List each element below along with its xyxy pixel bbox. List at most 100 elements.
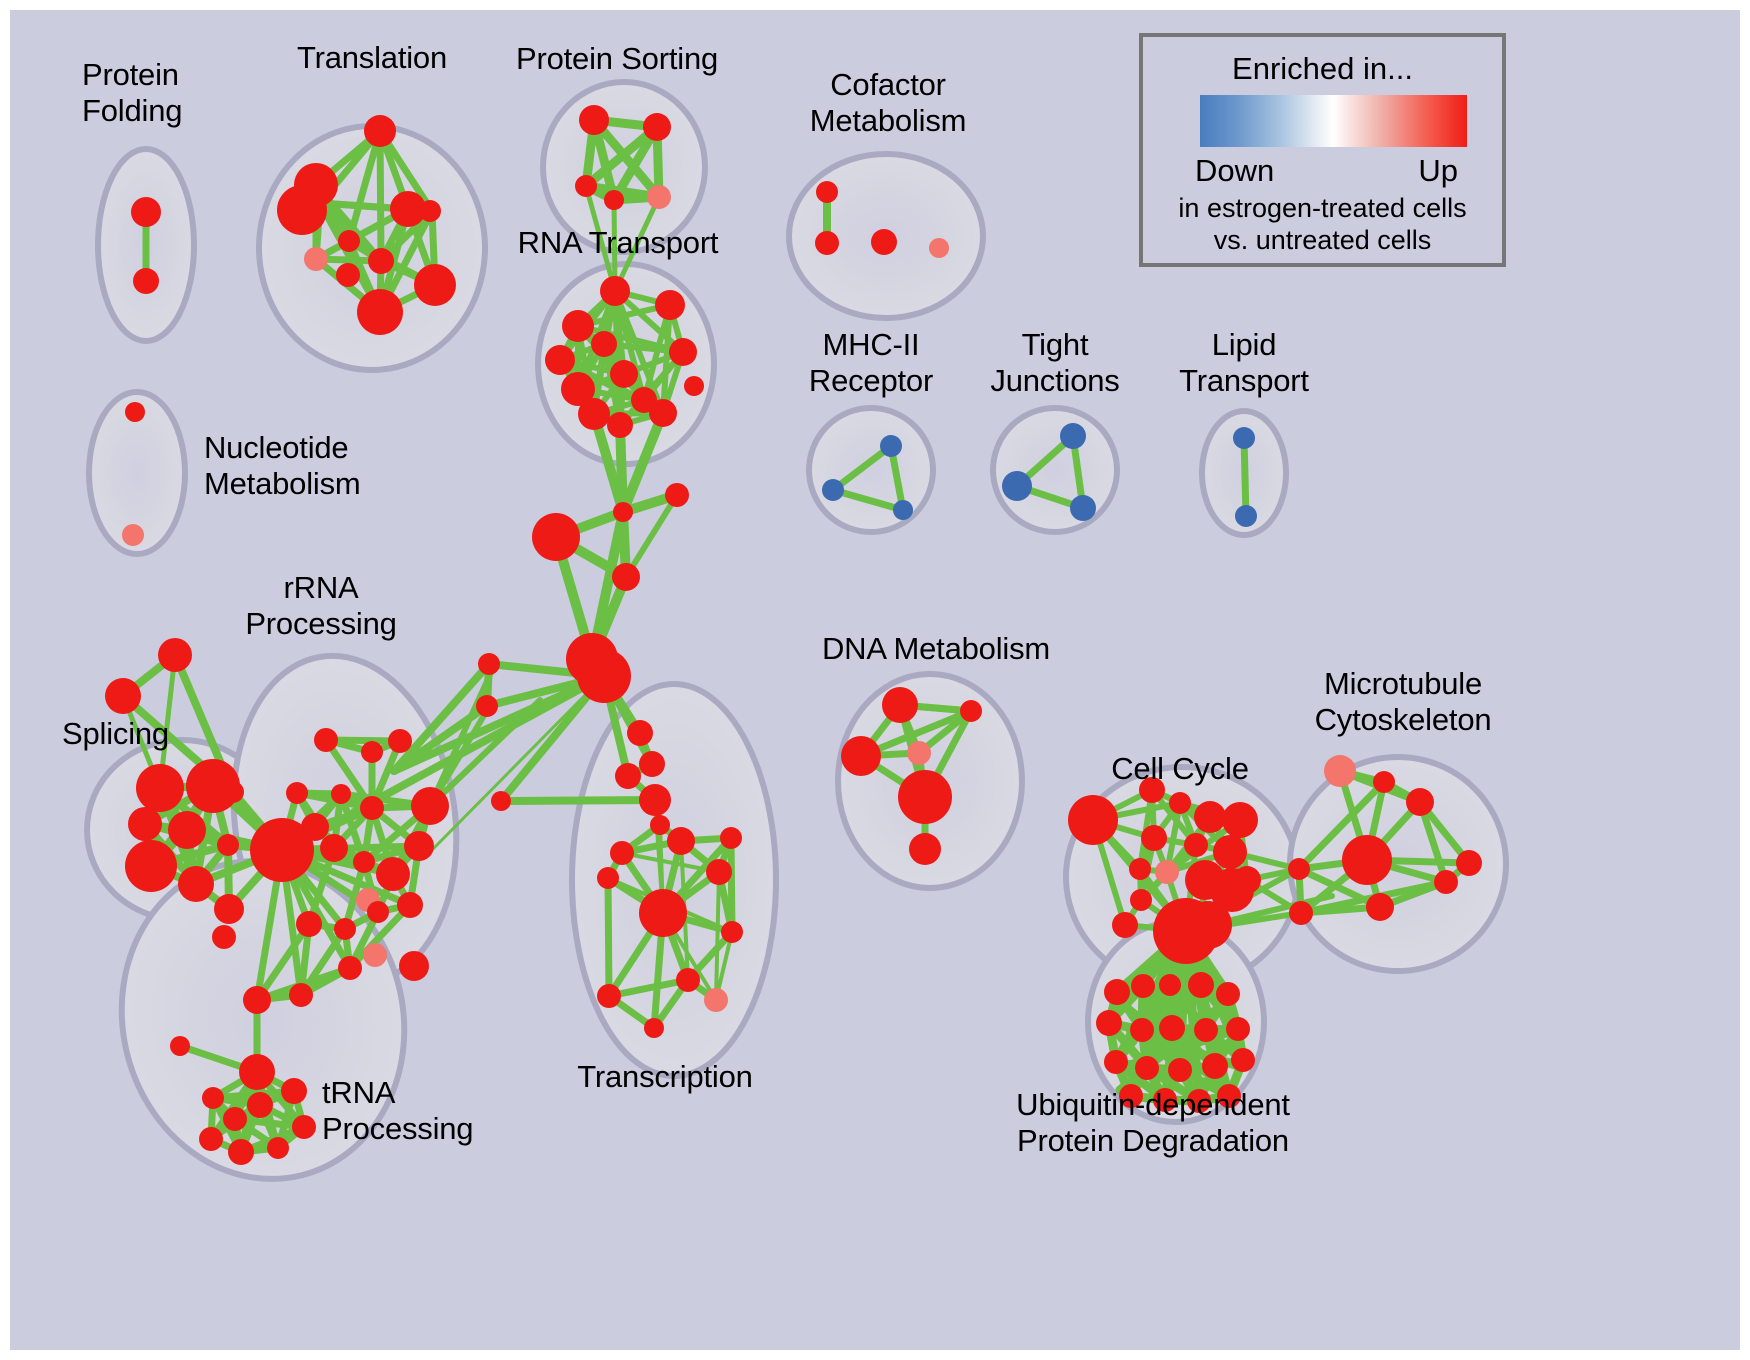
- node: [1222, 802, 1258, 838]
- node: [1129, 858, 1151, 880]
- node: [562, 310, 594, 342]
- node: [822, 479, 844, 501]
- node: [491, 791, 511, 811]
- node: [880, 435, 902, 457]
- node: [1217, 1084, 1241, 1108]
- node: [649, 399, 677, 427]
- node: [136, 764, 184, 812]
- node: [1406, 788, 1434, 816]
- node: [281, 1078, 307, 1104]
- node: [1288, 858, 1310, 880]
- node: [1159, 974, 1181, 996]
- node: [613, 502, 633, 522]
- cluster-label-microtubule-cytoskeleton: Microtubule Cytoskeleton: [1314, 666, 1492, 737]
- node: [1141, 825, 1167, 851]
- node: [669, 338, 697, 366]
- node: [1289, 901, 1313, 925]
- node: [314, 728, 338, 752]
- node: [882, 687, 918, 723]
- node: [665, 483, 689, 507]
- node: [331, 784, 351, 804]
- node: [1213, 835, 1247, 869]
- node: [361, 741, 383, 763]
- node: [1233, 866, 1261, 894]
- node: [579, 105, 609, 135]
- node: [1233, 427, 1255, 449]
- node: [292, 1115, 316, 1139]
- node: [639, 751, 665, 777]
- node: [1226, 1017, 1250, 1041]
- node: [214, 894, 244, 924]
- cluster-label-lipid-transport: Lipid Transport: [1179, 327, 1309, 398]
- node: [1184, 901, 1232, 949]
- node: [575, 175, 597, 197]
- node: [561, 372, 595, 406]
- node: [643, 113, 671, 141]
- node: [816, 181, 838, 203]
- node: [170, 1036, 190, 1056]
- node: [353, 851, 375, 873]
- node: [1104, 979, 1130, 1005]
- legend-up-label: Up: [1418, 153, 1458, 188]
- node: [338, 956, 362, 980]
- node: [390, 191, 426, 227]
- node: [1188, 972, 1214, 998]
- node: [1135, 1056, 1159, 1080]
- node: [1070, 495, 1096, 521]
- node: [125, 840, 177, 892]
- node: [296, 911, 322, 937]
- cluster-label-protein-folding: Protein Folding: [82, 57, 183, 128]
- node: [1131, 974, 1155, 998]
- node: [267, 1137, 289, 1159]
- node: [1155, 860, 1179, 884]
- node: [1153, 1088, 1177, 1112]
- node: [334, 918, 356, 940]
- cluster-label-nucleotide-metabolism: Nucleotide Metabolism: [204, 430, 361, 501]
- node: [612, 563, 640, 591]
- node: [704, 988, 728, 1012]
- node: [336, 263, 360, 287]
- node: [1139, 777, 1165, 803]
- cluster-label-rna-transport: RNA Transport: [517, 225, 719, 260]
- node: [1342, 835, 1392, 885]
- node: [1202, 1053, 1228, 1079]
- node: [223, 1107, 247, 1131]
- node: [1119, 1084, 1143, 1108]
- node: [125, 402, 145, 422]
- node: [338, 230, 360, 252]
- node: [360, 796, 384, 820]
- legend-title: Enriched in...: [1232, 51, 1413, 86]
- node: [202, 1087, 224, 1109]
- cluster-label-rrna-processing: rRNA Processing: [245, 570, 397, 641]
- node: [122, 524, 144, 546]
- node: [721, 921, 743, 943]
- node: [597, 984, 621, 1008]
- legend-panel: Enriched in... Down Up in estrogen-treat…: [1139, 33, 1506, 267]
- node: [1235, 505, 1257, 527]
- node: [667, 827, 695, 855]
- node: [1187, 1089, 1211, 1113]
- cluster-label-translation: Translation: [297, 40, 447, 75]
- node: [158, 638, 192, 672]
- node: [591, 331, 617, 357]
- node: [706, 859, 732, 885]
- node: [304, 247, 328, 271]
- node: [376, 857, 410, 891]
- node: [815, 231, 839, 255]
- cluster-label-tight-junctions: Tight Junctions: [990, 327, 1120, 398]
- network-nodes: [105, 105, 1482, 1165]
- node: [1096, 1010, 1122, 1036]
- node: [178, 866, 214, 902]
- node: [1366, 893, 1394, 921]
- node: [1068, 795, 1118, 845]
- node: [1060, 423, 1086, 449]
- node: [250, 818, 314, 882]
- node: [363, 943, 387, 967]
- node: [1456, 850, 1482, 876]
- node: [578, 398, 610, 430]
- node: [414, 264, 456, 306]
- node: [411, 787, 449, 825]
- node: [631, 387, 657, 413]
- cluster-label-cell-cycle: Cell Cycle: [1111, 751, 1249, 786]
